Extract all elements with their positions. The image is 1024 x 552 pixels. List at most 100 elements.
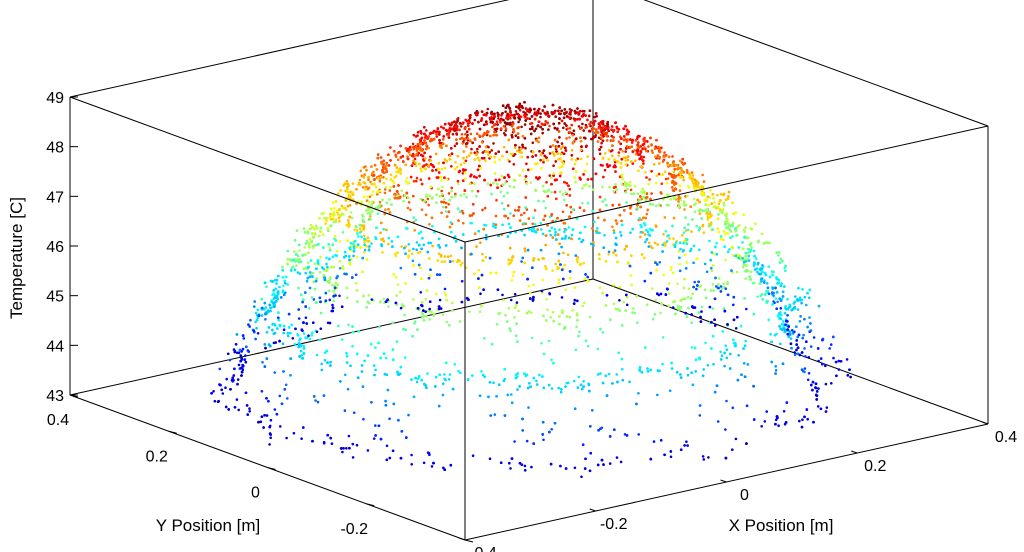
- data-point: [453, 167, 457, 171]
- data-point: [549, 316, 552, 319]
- data-point: [508, 123, 512, 126]
- data-point: [824, 364, 827, 368]
- data-point: [732, 341, 736, 345]
- data-point: [779, 299, 783, 302]
- data-point: [565, 110, 568, 114]
- data-point: [658, 150, 662, 153]
- data-point: [467, 118, 471, 122]
- data-point: [584, 273, 587, 276]
- data-point: [601, 126, 604, 129]
- data-point: [534, 154, 538, 157]
- data-point: [661, 243, 665, 247]
- data-point: [463, 177, 467, 181]
- data-point: [547, 115, 551, 118]
- data-point: [796, 299, 799, 302]
- data-point: [846, 374, 850, 377]
- data-point: [816, 347, 820, 350]
- data-point: [512, 113, 516, 117]
- data-point: [565, 182, 569, 185]
- data-point: [669, 450, 673, 453]
- data-point: [504, 181, 507, 184]
- data-point: [724, 456, 728, 460]
- data-point: [716, 193, 719, 197]
- data-point: [707, 210, 711, 213]
- data-point: [578, 118, 581, 121]
- data-point: [459, 263, 463, 267]
- data-point: [830, 382, 833, 385]
- data-point: [795, 348, 798, 352]
- data-point: [694, 180, 697, 184]
- data-point: [412, 298, 415, 301]
- data-point: [771, 291, 774, 294]
- data-point: [682, 200, 686, 203]
- data-point: [747, 248, 750, 251]
- data-point: [612, 136, 615, 139]
- data-point: [513, 306, 517, 310]
- data-point: [645, 212, 649, 216]
- data-point: [473, 175, 476, 178]
- data-point: [760, 280, 763, 283]
- data-point: [512, 122, 515, 126]
- data-point: [611, 225, 614, 229]
- data-point: [529, 297, 532, 300]
- data-point: [591, 188, 595, 191]
- data-point: [686, 171, 689, 174]
- data-point: [665, 240, 669, 243]
- data-point: [515, 322, 518, 325]
- data-point: [750, 246, 753, 249]
- data-point: [810, 383, 813, 387]
- data-point: [644, 216, 647, 220]
- data-point: [489, 183, 493, 187]
- data-point: [494, 133, 498, 137]
- data-point: [413, 322, 416, 325]
- data-point: [837, 359, 841, 363]
- data-point: [644, 240, 647, 244]
- data-point: [631, 140, 634, 143]
- data-point: [718, 200, 722, 203]
- data-point: [661, 173, 664, 176]
- data-point: [803, 317, 806, 321]
- data-point: [624, 124, 627, 128]
- data-point: [713, 297, 717, 301]
- data-point: [642, 142, 646, 146]
- data-point: [525, 182, 528, 185]
- data-point: [756, 270, 759, 274]
- data-point: [725, 217, 728, 221]
- data-point: [790, 308, 793, 312]
- data-point: [537, 136, 541, 140]
- data-point: [540, 228, 543, 231]
- data-point: [598, 152, 602, 156]
- data-point: [558, 112, 561, 115]
- data-point: [471, 141, 475, 145]
- data-point: [528, 127, 532, 131]
- data-point: [601, 185, 604, 189]
- data-point: [644, 198, 648, 202]
- data-point: [605, 294, 609, 297]
- data-point: [801, 336, 804, 340]
- data-point: [717, 213, 720, 216]
- data-point: [547, 128, 550, 131]
- data-point: [456, 179, 460, 183]
- data-point: [734, 211, 738, 214]
- data-point: [795, 325, 798, 329]
- data-point: [512, 130, 516, 133]
- data-point: [469, 151, 473, 155]
- data-point: [685, 315, 689, 319]
- data-point: [451, 132, 455, 136]
- data-point: [722, 201, 726, 205]
- data-point: [444, 201, 448, 205]
- data-point: [619, 166, 623, 169]
- data-point: [480, 117, 484, 120]
- data-point: [612, 128, 616, 132]
- data-point: [672, 216, 676, 220]
- data-point: [562, 277, 565, 281]
- data-point: [673, 243, 677, 247]
- data-point: [601, 200, 604, 203]
- data-point: [510, 393, 513, 396]
- data-point: [756, 295, 759, 299]
- data-point: [550, 358, 553, 362]
- data-point: [659, 292, 663, 296]
- data-point: [594, 112, 598, 115]
- data-point: [666, 234, 670, 238]
- data-point: [565, 315, 569, 318]
